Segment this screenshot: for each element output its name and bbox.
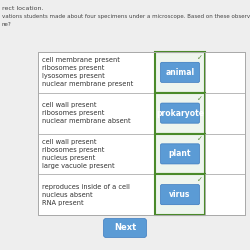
Bar — [38, 93, 155, 134]
Text: vations students made about four specimens under a microscope. Based on these ob: vations students made about four specime… — [2, 14, 250, 19]
Bar — [205, 52, 245, 93]
Text: cell membrane present
ribosomes present
lysosomes present
nuclear membrane prese: cell membrane present ribosomes present … — [42, 58, 133, 88]
Text: ✓: ✓ — [197, 136, 203, 142]
Text: ✓: ✓ — [197, 177, 203, 183]
Bar — [38, 52, 245, 215]
FancyBboxPatch shape — [160, 184, 200, 205]
Text: virus: virus — [169, 190, 191, 199]
Text: cell wall present
ribosomes present
nucleus present
large vacuole present: cell wall present ribosomes present nucl… — [42, 139, 115, 169]
Bar — [205, 174, 245, 215]
Text: rect location.: rect location. — [2, 6, 43, 11]
Text: plant: plant — [169, 149, 191, 158]
Bar — [38, 134, 155, 174]
FancyBboxPatch shape — [160, 144, 200, 164]
Bar — [205, 93, 245, 134]
Bar — [205, 134, 245, 174]
Text: ✓: ✓ — [197, 96, 203, 102]
Bar — [155, 174, 205, 215]
Text: Next: Next — [114, 224, 136, 232]
Text: ✓: ✓ — [197, 55, 203, 61]
Text: prokaryote: prokaryote — [156, 108, 204, 118]
FancyBboxPatch shape — [104, 218, 146, 238]
Text: cell wall present
ribosomes present
nuclear membrane absent: cell wall present ribosomes present nucl… — [42, 102, 130, 124]
FancyBboxPatch shape — [160, 62, 200, 82]
Text: reproduces inside of a cell
nucleus absent
RNA present: reproduces inside of a cell nucleus abse… — [42, 184, 130, 206]
Bar — [38, 52, 155, 93]
Bar — [155, 52, 205, 93]
Bar — [155, 134, 205, 174]
FancyBboxPatch shape — [160, 103, 200, 123]
Text: ne?: ne? — [2, 22, 12, 27]
Bar — [38, 174, 155, 215]
Text: animal: animal — [166, 68, 194, 77]
Bar — [155, 93, 205, 134]
